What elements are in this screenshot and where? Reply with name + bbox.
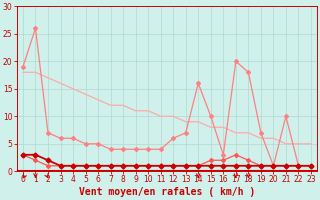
X-axis label: Vent moyen/en rafales ( km/h ): Vent moyen/en rafales ( km/h ): [79, 187, 255, 197]
